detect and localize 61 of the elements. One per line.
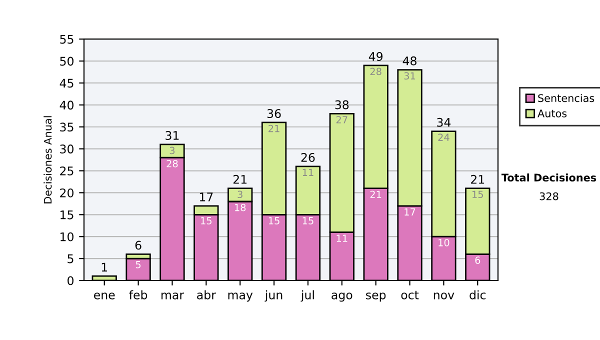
data-label: 21	[268, 124, 280, 132]
x-tick-label: feb	[129, 290, 148, 300]
total-label: 49	[368, 52, 383, 61]
data-label: 18	[234, 204, 246, 212]
x-tick-label: ene	[94, 292, 115, 300]
x-tick-label: jun	[264, 290, 282, 302]
y-axis-title: Decisiones Anual	[44, 116, 52, 204]
total-label: 17	[200, 192, 213, 202]
y-tick-label: 0	[68, 276, 74, 286]
y-tick-label: 30	[60, 144, 74, 154]
total-label: 21	[470, 174, 484, 184]
data-label: 3	[170, 146, 175, 154]
text: Total Decisiones	[501, 173, 596, 182]
data-label: 15	[268, 217, 280, 224]
data-label: 6	[475, 256, 480, 264]
y-tick-label: 10	[60, 232, 74, 242]
total-label: 48	[402, 56, 416, 66]
data-label: 5	[136, 261, 141, 268]
data-label: 27	[336, 116, 348, 124]
y-tick-label: 5	[68, 254, 74, 264]
total-label: 34	[437, 118, 451, 127]
total-label: 38	[335, 100, 349, 110]
data-label: 15	[472, 190, 483, 198]
data-label: 3	[238, 190, 242, 198]
y-tick-label: 45	[60, 78, 74, 88]
legend-label: Autos	[538, 110, 567, 118]
total-label: 1	[102, 262, 108, 272]
x-tick-label: sep	[366, 292, 386, 302]
total-label: 26	[301, 152, 315, 162]
legend-label: Sentencias	[538, 94, 594, 102]
data-label: 10	[438, 238, 450, 246]
data-label: 11	[302, 168, 314, 176]
x-tick-label: dic	[470, 290, 486, 300]
data-label: 28	[370, 68, 382, 76]
total-label: 21	[233, 174, 247, 184]
total-label: 31	[166, 131, 179, 140]
x-tick-label: jul	[300, 290, 314, 302]
x-tick-label: ago	[332, 292, 352, 302]
text: 328	[540, 192, 558, 200]
y-tick-label: 50	[60, 56, 74, 66]
data-label: 31	[404, 72, 416, 80]
y-tick-label: 55	[60, 34, 74, 44]
total-label: 36	[267, 109, 281, 118]
x-tick-label: mar	[162, 292, 184, 300]
data-label: 17	[404, 208, 416, 216]
y-tick-label: 25	[60, 166, 74, 176]
y-tick-label: 15	[60, 210, 74, 220]
y-tick-label: 40	[60, 100, 74, 110]
data-label: 15	[302, 217, 314, 224]
data-label: 28	[166, 160, 178, 168]
data-label: 11	[336, 234, 348, 242]
x-tick-label: abr	[197, 290, 216, 300]
total-label: 6	[135, 240, 142, 250]
data-label: 24	[438, 134, 450, 141]
data-label: 15	[201, 217, 212, 224]
data-label: 21	[370, 190, 382, 198]
y-tick-label: 20	[60, 188, 74, 198]
x-tick-label: may	[228, 292, 253, 302]
x-tick-label: nov	[434, 292, 454, 300]
x-tick-label: oct	[401, 290, 419, 300]
y-tick-label: 35	[60, 122, 74, 132]
